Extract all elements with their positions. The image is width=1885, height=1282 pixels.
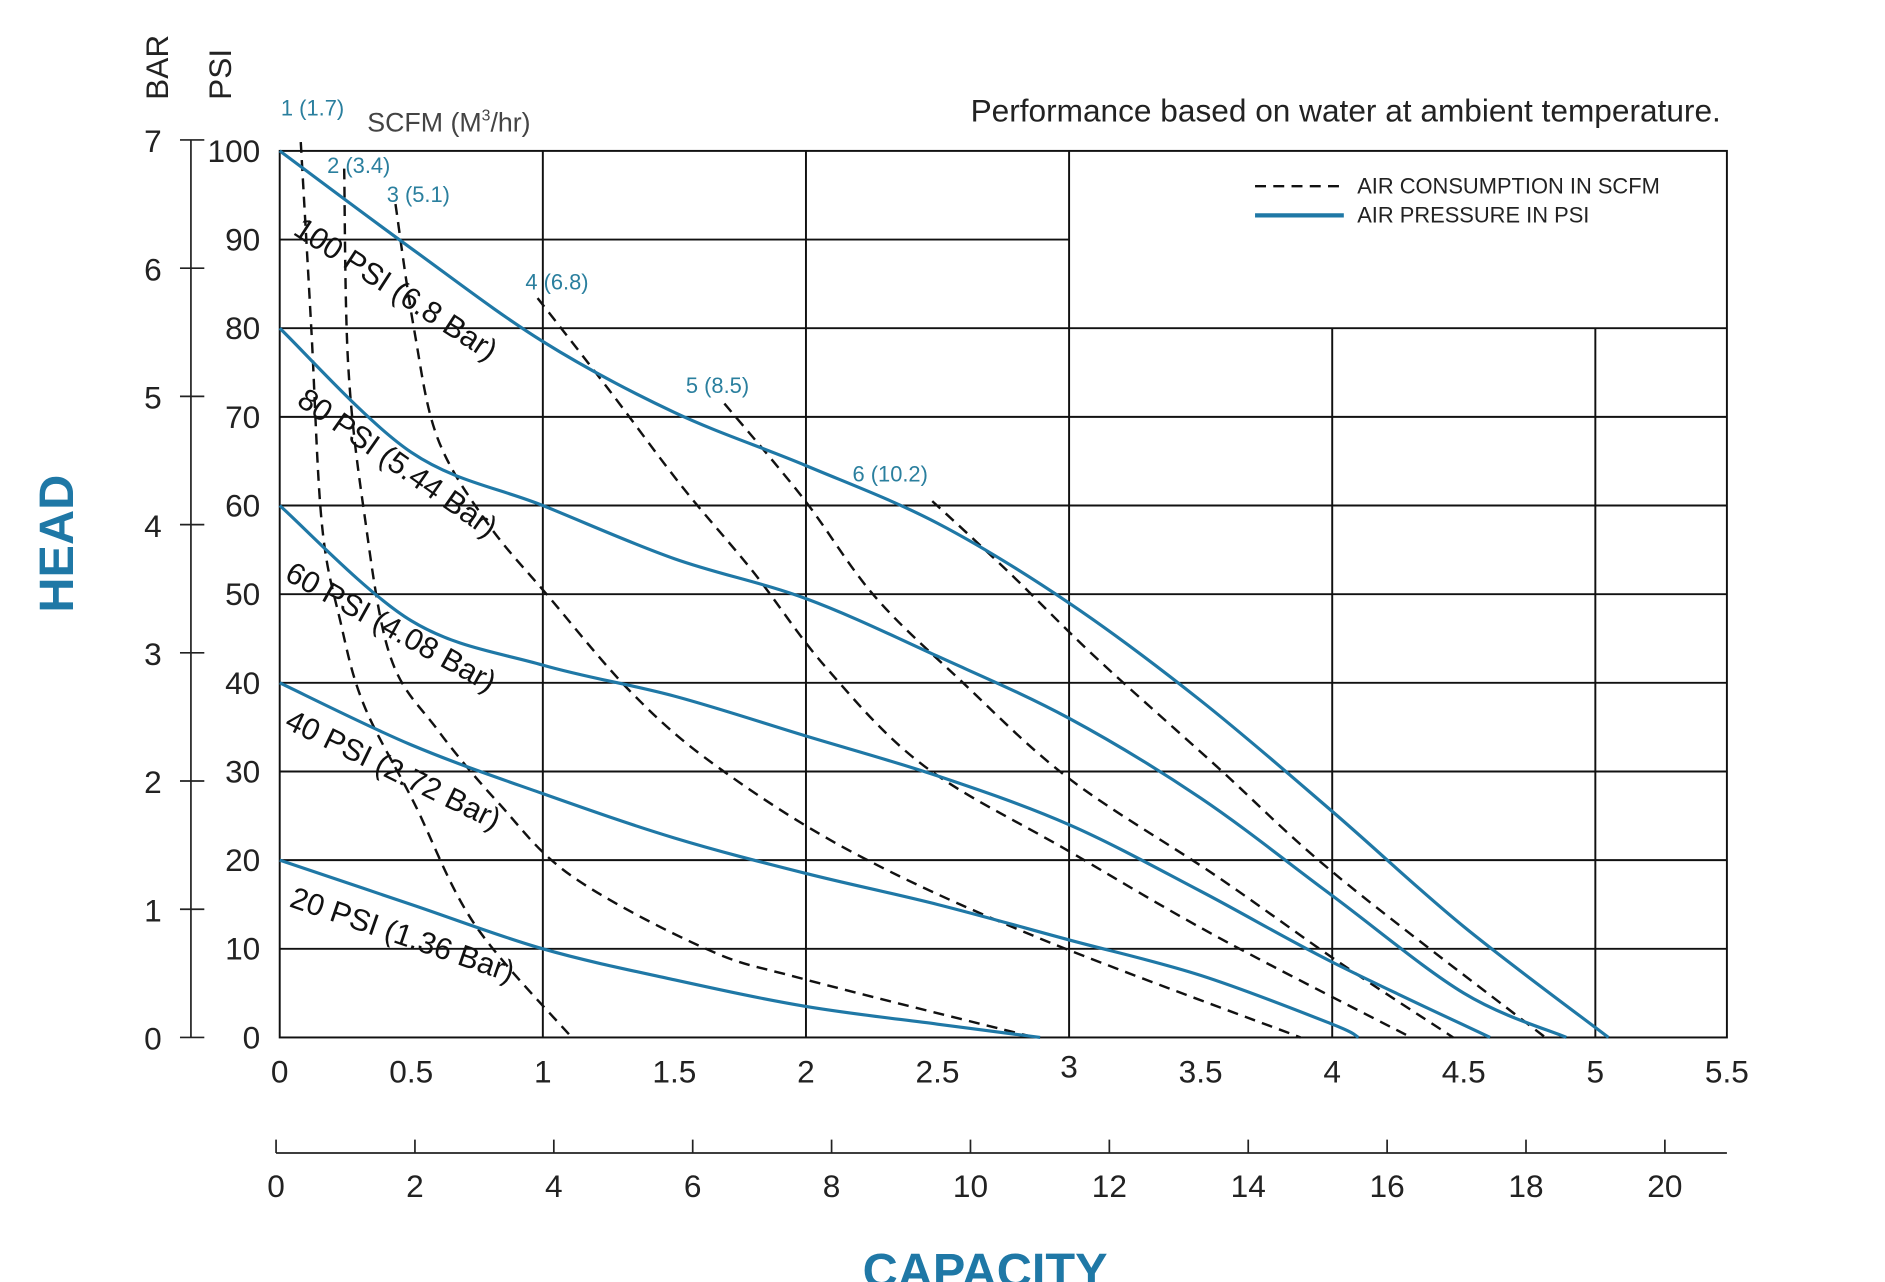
scfm-unit-label: SCFM (M3/hr) [367,107,530,137]
bottom-axis-tick-label: 4 [545,1168,563,1204]
psi-tick-label: 70 [225,399,260,435]
air-pressure-curve [278,327,1568,1039]
x-tick-label: 1.5 [652,1053,696,1089]
bar-tick-label: 3 [144,636,162,672]
x-axis-title: CAPACITY [863,1244,1108,1282]
bottom-axis-tick-label: 6 [684,1168,702,1204]
bottom-axis-tick-label: 2 [406,1168,424,1204]
bottom-axis-tick-label: 14 [1231,1168,1266,1204]
psi-tick-label: 60 [225,487,260,523]
air-consumption-line [723,402,1454,1039]
bar-unit-label: BAR [139,35,175,100]
air-pressure-curve [278,504,1491,1039]
legend-label-air-pressure: AIR PRESSURE IN PSI [1357,203,1589,228]
legend-label-air-consumption: AIR CONSUMPTION IN SCFM [1357,173,1660,198]
scfm-label-6: 6 (10.2) [853,462,928,487]
air-pressure-curve [278,149,1610,1039]
bottom-axis-tick-label: 20 [1647,1168,1682,1204]
x-tick-label: 1 [534,1053,552,1089]
x-tick-label: 2.5 [916,1053,960,1089]
axes: 0 0.5 1 1.5 2 2.5 3 3.5 4 4.5 5 5.50102030405060708… [144,123,1749,1204]
curve-label-20psi: 20 PSI (1.36 Bar) [286,881,519,990]
psi-unit-label: PSI [202,49,238,100]
scfm-label-4: 4 (6.8) [525,270,588,295]
air-consumption-lines [299,141,1547,1039]
bar-tick-label: 7 [144,123,162,159]
x-tick-label: 2 [797,1053,815,1089]
bottom-axis-tick-label: 0 [267,1168,285,1204]
bar-tick-label: 4 [144,508,162,544]
psi-tick-label: 100 [208,133,261,169]
bottom-axis-tick-label: 18 [1508,1168,1543,1204]
x-tick-label: 5 [1587,1053,1605,1089]
x-tick-label: 3 [1060,1049,1078,1085]
psi-tick-label: 50 [225,576,260,612]
psi-tick-label: 0 [243,1019,261,1055]
x-tick-label: 4.5 [1442,1053,1486,1089]
x-tick-label: 0.5 [389,1053,433,1089]
air-consumption-line [394,203,1302,1039]
x-tick-label: 4 [1323,1053,1341,1089]
x-tick-label: 0 [271,1053,289,1089]
bottom-axis-tick-label: 12 [1092,1168,1127,1204]
psi-tick-label: 20 [225,842,260,878]
psi-tick-label: 40 [225,665,260,701]
air-pressure-curves [278,149,1610,1040]
air-consumption-line [536,297,1412,1039]
bottom-axis-tick-label: 10 [953,1168,988,1204]
x-tick-label: 5.5 [1705,1053,1749,1089]
air-consumption-line [931,500,1547,1039]
grid [278,149,1728,1039]
bar-tick-label: 1 [144,892,162,928]
curve-label-100psi: 100 PSI (6.8 Bar) [288,211,503,367]
air-pressure-curve [279,681,1360,1039]
scfm-label-3: 3 (5.1) [387,182,450,207]
bottom-axis-tick-label: 8 [823,1168,841,1204]
scfm-label-1: 1 (1.7) [281,96,344,121]
scfm-label-5: 5 (8.5) [686,373,749,398]
psi-tick-label: 80 [225,310,260,346]
y-axis-title: HEAD [30,475,84,613]
bottom-axis-tick-label: 16 [1370,1168,1405,1204]
psi-tick-label: 90 [225,222,260,258]
bar-tick-label: 5 [144,380,162,416]
curve-label-60psi: 60 PSI (4.08 Bar) [280,555,502,699]
chart-title: Performance based on water at ambient te… [971,93,1721,129]
scfm-label-2: 2 (3.4) [327,153,390,178]
bar-tick-label: 6 [144,251,162,287]
x-tick-label: 3.5 [1179,1053,1223,1089]
bar-tick-label: 2 [144,764,162,800]
bar-tick-label: 0 [144,1021,162,1057]
air-consumption-line [299,141,573,1039]
legend: AIR CONSUMPTION IN SCFM AIR PRESSURE IN … [1255,173,1660,228]
air-consumption-line [342,168,1036,1039]
air-pressure-curve [279,858,1041,1040]
curve-label-80psi: 80 PSI (5.44 Bar) [292,382,504,545]
psi-tick-label: 10 [225,931,260,967]
psi-tick-label: 30 [225,753,260,789]
